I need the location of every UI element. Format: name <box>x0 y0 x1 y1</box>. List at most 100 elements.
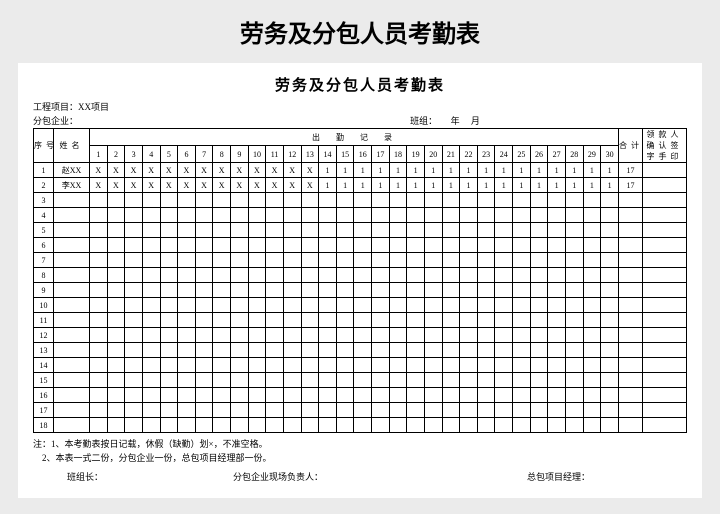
cell-mark <box>266 403 284 418</box>
cell-sum <box>619 283 643 298</box>
cell-mark <box>231 418 249 433</box>
cell-mark <box>125 343 143 358</box>
cell-mark <box>513 373 531 388</box>
cell-mark <box>301 388 319 403</box>
cell-mark: 1 <box>565 163 583 178</box>
cell-seq: 17 <box>34 403 54 418</box>
cell-mark <box>495 268 513 283</box>
th-day: 18 <box>389 146 407 163</box>
cell-mark <box>601 373 619 388</box>
project-value: XX项目 <box>78 102 109 112</box>
cell-mark <box>195 418 213 433</box>
cell-mark <box>195 253 213 268</box>
cell-mark <box>142 193 160 208</box>
cell-mark <box>178 313 196 328</box>
cell-mark <box>354 328 372 343</box>
cell-mark <box>548 193 566 208</box>
cell-mark <box>513 313 531 328</box>
cell-mark <box>424 418 442 433</box>
cell-mark <box>142 253 160 268</box>
cell-mark <box>319 358 337 373</box>
table-row: 15 <box>34 373 687 388</box>
cell-name <box>54 358 90 373</box>
cell-sign <box>643 343 687 358</box>
cell-mark <box>530 193 548 208</box>
cell-mark <box>195 313 213 328</box>
cell-mark <box>266 223 284 238</box>
cell-mark <box>319 373 337 388</box>
cell-mark <box>266 418 284 433</box>
cell-mark <box>336 388 354 403</box>
cell-mark <box>513 208 531 223</box>
cell-mark <box>319 223 337 238</box>
cell-mark <box>460 253 478 268</box>
cell-mark <box>583 208 601 223</box>
cell-mark <box>389 388 407 403</box>
cell-mark <box>248 388 266 403</box>
cell-mark <box>354 283 372 298</box>
table-row: 2李XXXXXXXXXXXXXXX1111111111111111117 <box>34 178 687 193</box>
cell-mark <box>125 238 143 253</box>
cell-mark: 1 <box>495 163 513 178</box>
cell-mark <box>548 283 566 298</box>
cell-mark <box>248 343 266 358</box>
th-day: 5 <box>160 146 178 163</box>
cell-mark <box>283 373 301 388</box>
cell-mark <box>178 358 196 373</box>
th-day: 24 <box>495 146 513 163</box>
cell-sign <box>643 208 687 223</box>
cell-mark <box>565 208 583 223</box>
cell-sign <box>643 193 687 208</box>
cell-mark <box>495 403 513 418</box>
cell-mark <box>178 253 196 268</box>
cell-mark <box>372 208 390 223</box>
cell-mark <box>460 373 478 388</box>
cell-seq: 3 <box>34 193 54 208</box>
cell-mark: 1 <box>319 163 337 178</box>
cell-mark <box>213 223 231 238</box>
cell-mark <box>460 418 478 433</box>
cell-seq: 6 <box>34 238 54 253</box>
cell-mark <box>530 343 548 358</box>
th-day: 2 <box>107 146 125 163</box>
cell-mark <box>354 298 372 313</box>
cell-mark <box>301 418 319 433</box>
cell-mark: X <box>142 178 160 193</box>
cell-mark <box>601 358 619 373</box>
cell-mark <box>142 298 160 313</box>
cell-mark <box>283 253 301 268</box>
cell-mark: X <box>195 178 213 193</box>
cell-mark <box>266 193 284 208</box>
table-row: 16 <box>34 388 687 403</box>
cell-mark <box>601 313 619 328</box>
cell-mark <box>548 268 566 283</box>
cell-mark <box>565 328 583 343</box>
cell-mark <box>354 373 372 388</box>
cell-mark <box>442 403 460 418</box>
cell-mark <box>513 193 531 208</box>
cell-mark <box>372 373 390 388</box>
team-label: 班组： <box>410 116 437 126</box>
cell-mark: 1 <box>442 178 460 193</box>
cell-mark <box>424 358 442 373</box>
cell-mark <box>301 328 319 343</box>
th-day: 28 <box>565 146 583 163</box>
cell-mark <box>495 283 513 298</box>
cell-seq: 14 <box>34 358 54 373</box>
cell-mark <box>495 298 513 313</box>
cell-mark <box>90 253 108 268</box>
cell-sign <box>643 238 687 253</box>
th-day: 6 <box>178 146 196 163</box>
cell-mark <box>389 358 407 373</box>
cell-mark <box>407 193 425 208</box>
cell-name <box>54 418 90 433</box>
notes-line2: 2、本表一式二份，分包企业一份，总包项目经理部一份。 <box>42 453 272 463</box>
cell-mark <box>125 193 143 208</box>
cell-mark <box>125 268 143 283</box>
cell-mark <box>142 343 160 358</box>
cell-mark <box>354 208 372 223</box>
cell-mark <box>601 388 619 403</box>
cell-mark <box>548 388 566 403</box>
cell-mark <box>460 208 478 223</box>
cell-mark <box>424 328 442 343</box>
